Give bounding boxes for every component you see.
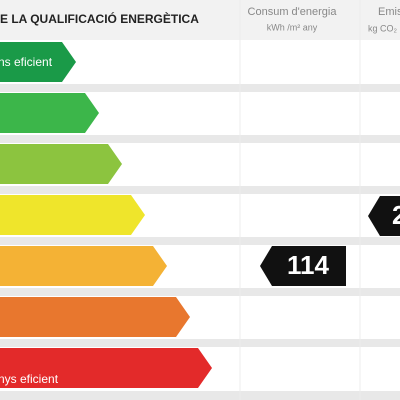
rating-bar — [0, 42, 76, 82]
scale-top-label: ns eficient — [0, 55, 53, 69]
indicator-arrow — [368, 196, 400, 236]
rating-bar — [0, 348, 212, 388]
indicator-value: 2 — [392, 200, 400, 230]
indicator-arrow — [260, 246, 346, 286]
rating-bar — [0, 195, 145, 235]
scale-bottom-label: nys eficient — [0, 372, 59, 386]
rating-bar — [0, 246, 167, 286]
column-unit: kg CO₂ — [368, 23, 398, 33]
rating-bar — [0, 93, 99, 133]
row-separators — [0, 84, 400, 400]
separator — [0, 339, 400, 347]
label-title: E LA QUALIFICACIÓ ENERGÈTICA — [0, 11, 199, 26]
header-band — [0, 0, 400, 40]
column-title: Consum d'energia — [248, 6, 338, 18]
rating-bar — [0, 144, 122, 184]
indicator-value: 114 — [287, 250, 329, 280]
separator — [0, 237, 400, 245]
rating-bar — [0, 297, 190, 337]
separator — [0, 135, 400, 143]
separator — [0, 391, 400, 400]
column-title: Emis — [378, 6, 400, 18]
separator — [0, 186, 400, 194]
rating-bars — [0, 42, 212, 388]
separator — [0, 288, 400, 296]
column-unit: kWh /m² any — [267, 22, 318, 32]
separator — [0, 84, 400, 92]
